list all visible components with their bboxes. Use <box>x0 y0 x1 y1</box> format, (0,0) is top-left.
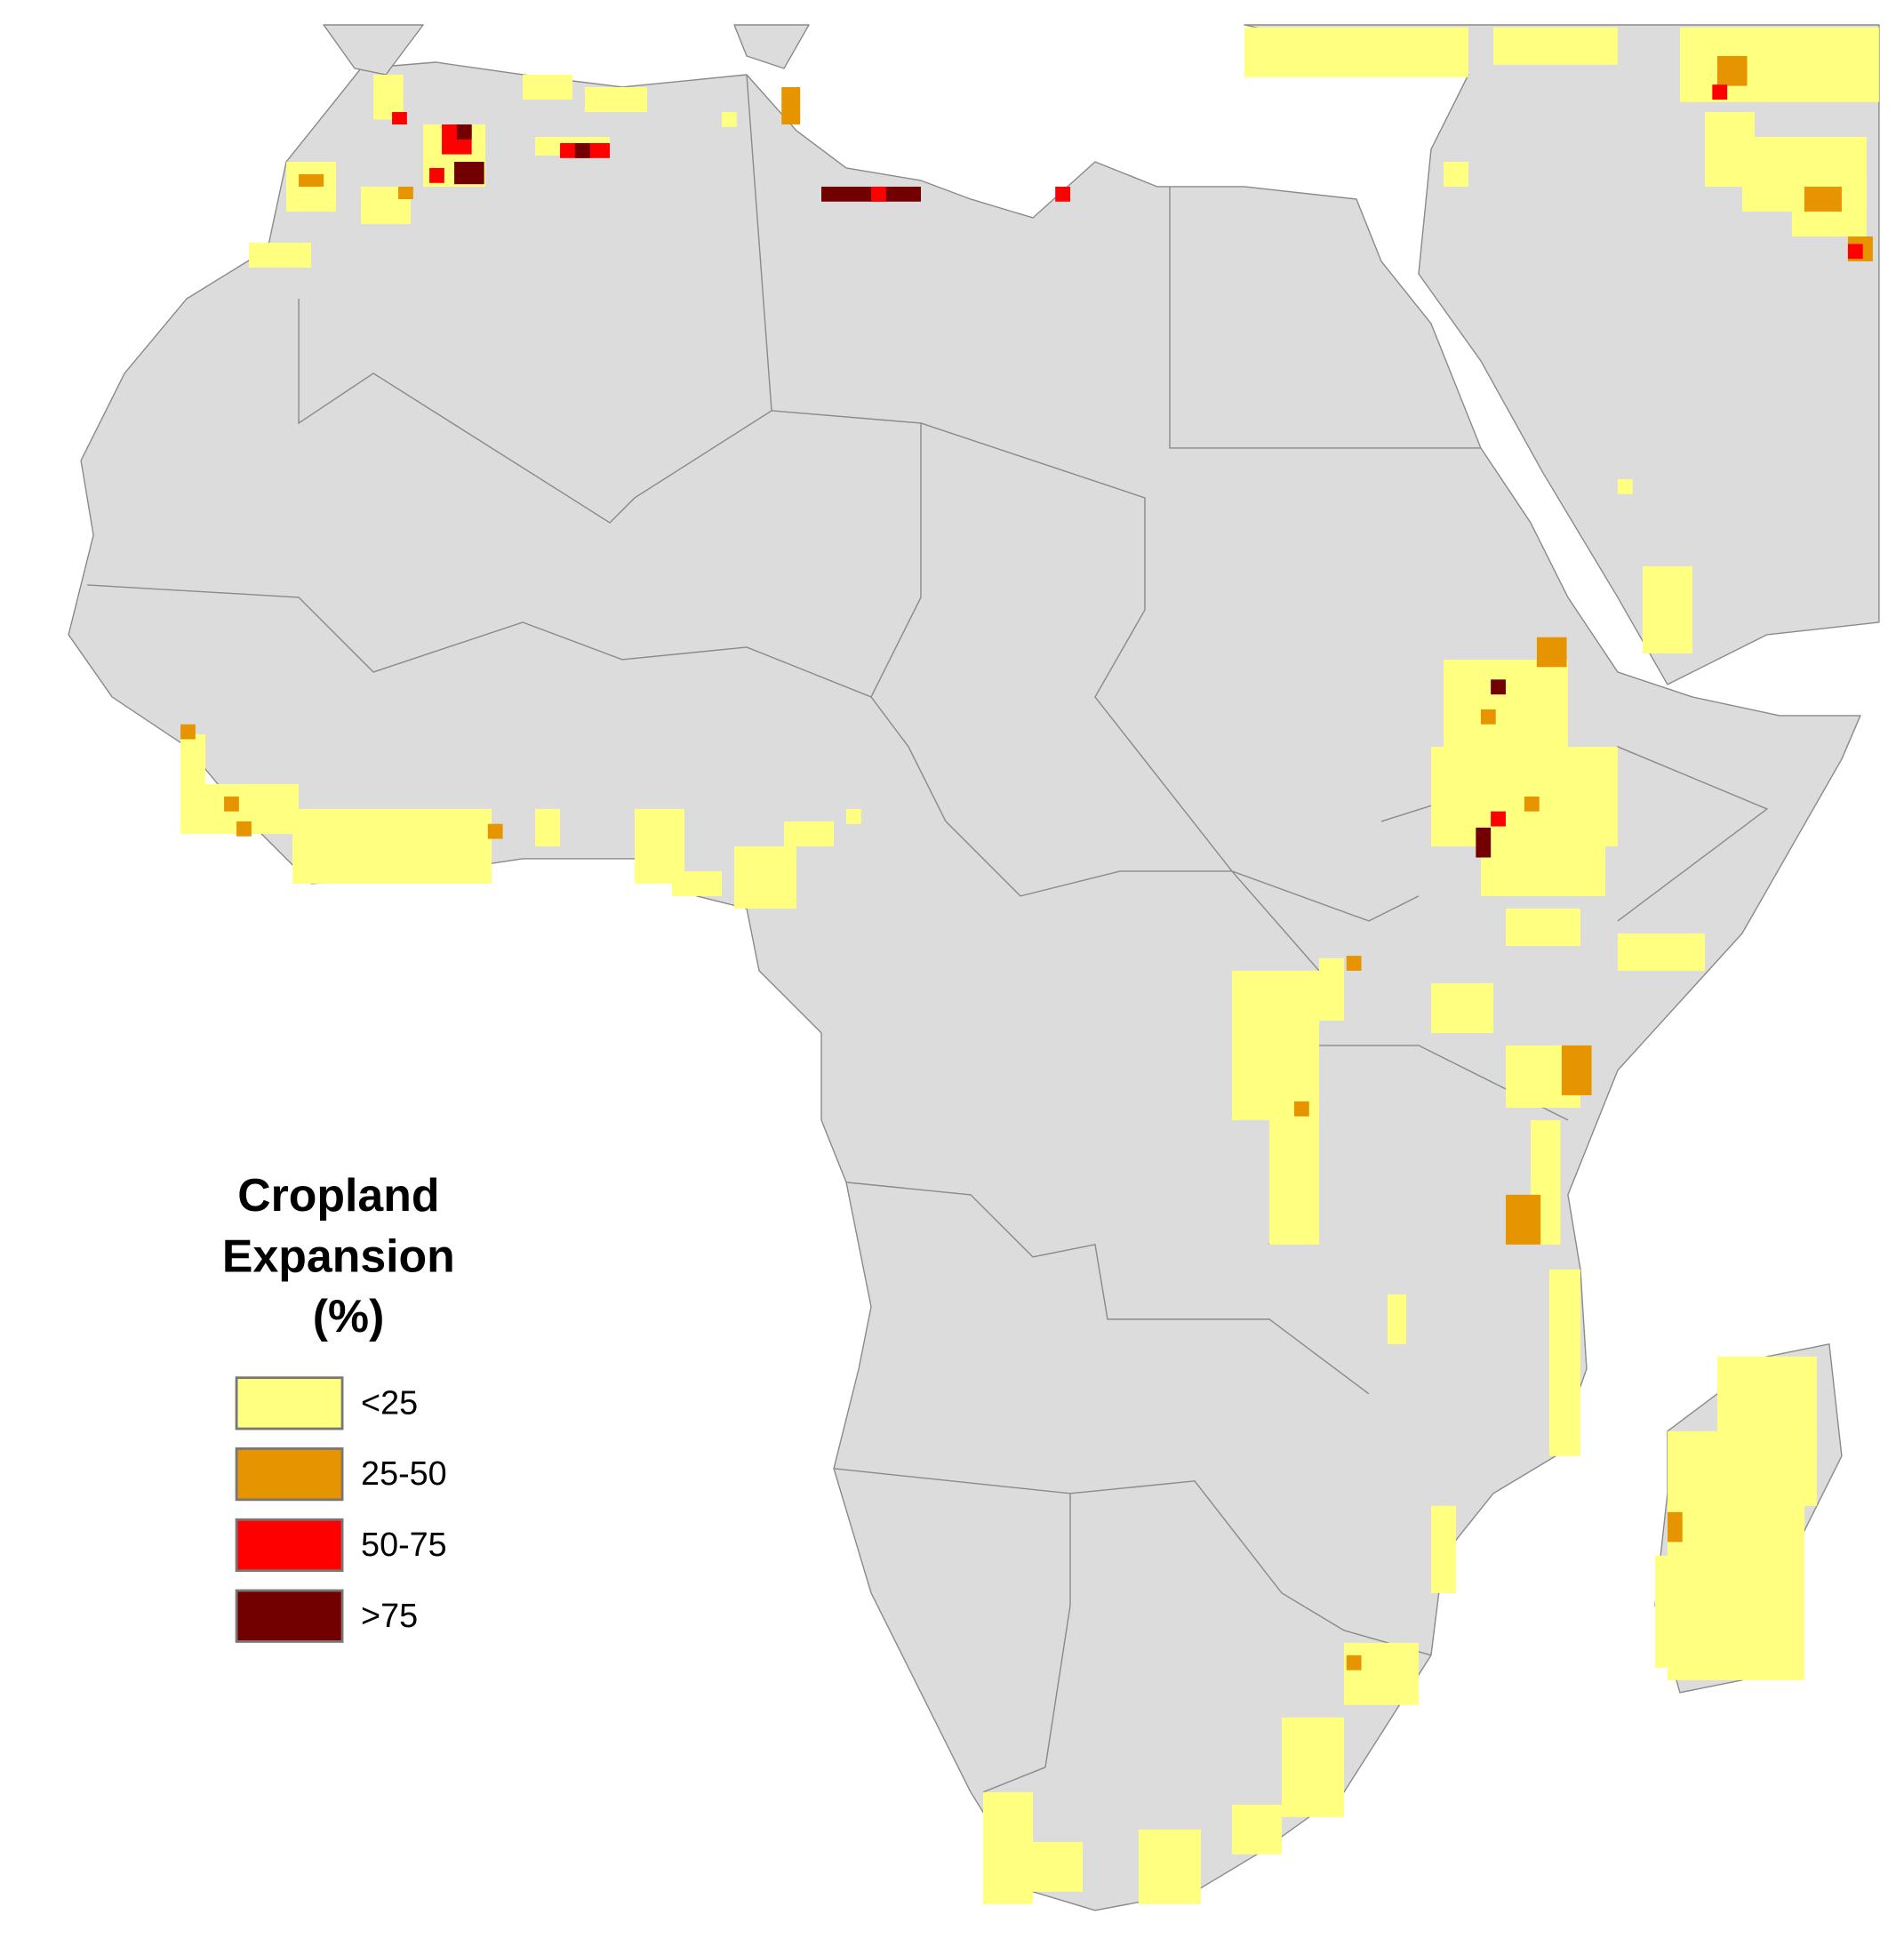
cropland-cell <box>1679 27 1879 102</box>
cropland-cell <box>781 86 801 124</box>
cropland-cell <box>429 167 444 183</box>
cropland-cell <box>1231 970 1319 1120</box>
cropland-cell <box>846 808 861 824</box>
cropland-cell <box>1712 84 1728 100</box>
cropland-cell <box>1847 244 1863 260</box>
cropland-cell <box>487 823 503 839</box>
cropland-cell <box>1268 1119 1319 1245</box>
cropland-cell <box>1716 55 1748 86</box>
cropland-cell <box>1443 161 1468 187</box>
legend-swatch <box>235 1376 344 1430</box>
legend-items: <25 25-50 50-75 >75 <box>235 1376 447 1643</box>
cropland-cell <box>456 124 472 140</box>
cropland-cell <box>784 821 835 846</box>
legend-title: Expansion <box>222 1230 455 1282</box>
cropland-cell <box>1293 1101 1309 1117</box>
cropland-cell <box>398 186 413 199</box>
cropland-cell <box>871 186 886 202</box>
border <box>1169 186 1481 449</box>
legend-swatch <box>235 1447 344 1502</box>
cropland-cell <box>180 724 196 740</box>
cropland-cell <box>1561 1045 1592 1095</box>
legend: Cropland Expansion (%) <25 25-50 50-75 >75 <box>222 1169 455 1643</box>
cropland-cell <box>392 111 407 124</box>
cropland-cell <box>1491 811 1506 827</box>
cropland-cell <box>1505 1194 1541 1245</box>
border <box>1069 1480 1432 1656</box>
cropland-cell <box>672 870 723 896</box>
cropland-cell <box>1766 1430 1817 1506</box>
border <box>920 422 1420 922</box>
cropland-cell <box>982 1791 1033 1904</box>
legend-swatch <box>235 1518 344 1573</box>
legend-label: <25 <box>361 1384 418 1422</box>
cropland-cell <box>1480 709 1496 725</box>
cropland-cell <box>1524 796 1540 812</box>
cropland-cell <box>299 173 324 187</box>
cropland-cell <box>1430 1505 1456 1593</box>
cropland-cell <box>1244 27 1468 77</box>
legend-title: Cropland <box>237 1169 439 1221</box>
cropland-cell <box>1032 1841 1083 1892</box>
cropland-cell <box>1480 821 1605 896</box>
cropland-cells <box>180 27 1879 1904</box>
cropland-cell <box>1536 637 1567 668</box>
legend-swatch <box>235 1589 344 1643</box>
border <box>833 1468 1071 1793</box>
border <box>771 410 947 822</box>
cropland-cell <box>1476 827 1492 858</box>
cropland-cell <box>821 186 922 202</box>
cropland-cell <box>734 845 797 909</box>
cropland-cell <box>722 111 737 127</box>
cropland-cell <box>1654 1555 1730 1668</box>
border <box>87 584 872 698</box>
cropland-cell <box>1642 565 1692 653</box>
italy <box>733 24 810 69</box>
border <box>845 1182 1370 1395</box>
cropland-cell <box>1804 186 1842 212</box>
cropland-cell <box>1318 957 1344 1021</box>
cropland-cell <box>585 86 648 112</box>
cropland-cell <box>1505 908 1580 946</box>
cropland-cell <box>1430 982 1493 1033</box>
cropland-cell <box>1667 1511 1683 1542</box>
cropland-cell <box>1281 1717 1344 1817</box>
legend-label: 25-50 <box>361 1455 447 1493</box>
cropland-cell <box>1491 679 1506 695</box>
cropland-cell <box>574 142 590 158</box>
cropland-cell <box>1231 1804 1282 1855</box>
cropland-cell <box>1055 186 1070 202</box>
cropland-cell <box>1617 933 1705 971</box>
cropland-cell <box>224 796 239 812</box>
cropland-cell <box>249 242 312 268</box>
cropland-cell <box>1492 27 1618 65</box>
cropland-cell <box>535 808 561 846</box>
legend-label: >75 <box>361 1598 418 1635</box>
cropland-cell <box>1548 1269 1580 1456</box>
cropland-cell <box>1617 478 1633 494</box>
cropland-cell <box>1138 1829 1201 1904</box>
cropland-cell <box>454 161 484 185</box>
cropland-cell <box>1346 956 1362 971</box>
cropland-cell <box>1346 1655 1362 1671</box>
cropland-cell <box>1343 1642 1419 1705</box>
cropland-cell <box>292 808 492 884</box>
legend-title: (%) <box>313 1290 385 1342</box>
cropland-cell <box>523 74 573 100</box>
iberia <box>323 24 424 76</box>
cropland-cell <box>1387 1294 1406 1344</box>
cropland-cell <box>236 821 252 837</box>
legend-label: 50-75 <box>361 1526 447 1564</box>
